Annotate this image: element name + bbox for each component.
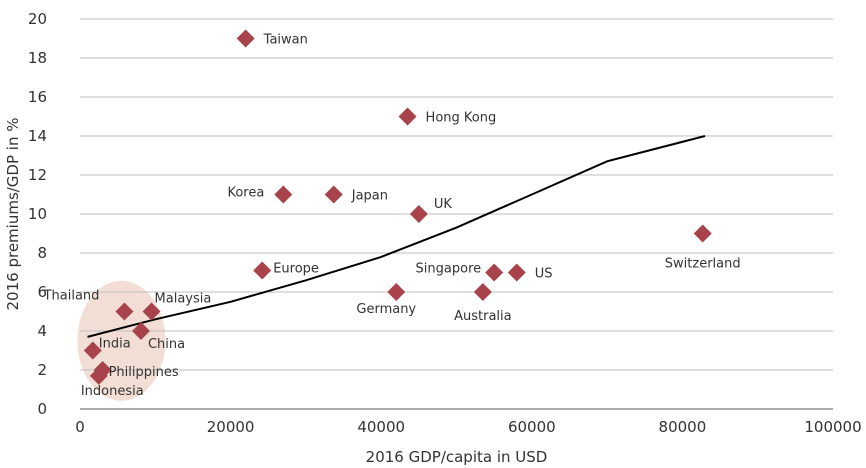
x-axis-ticks: 0 20000 40000 60000 80000 100000 — [75, 418, 861, 436]
x-axis-title: 2016 GDP/capita in USD — [366, 448, 548, 466]
y-tick-label: 18 — [28, 49, 47, 67]
data-points: Taiwan Hong Kong Korea Japan UK Switzerland Eu… — [43, 29, 741, 399]
point-label-philippines: Philippines — [109, 365, 179, 380]
point-marker-thailand — [115, 302, 134, 321]
point-label-taiwan: Taiwan — [263, 33, 308, 48]
y-tick-label: 8 — [37, 244, 47, 262]
point-label-us: US — [535, 267, 553, 282]
y-tick-label: 2 — [37, 361, 47, 379]
point-marker-taiwan — [236, 29, 255, 48]
y-tick-label: 14 — [28, 127, 47, 145]
y-tick-label: 0 — [37, 400, 47, 418]
x-tick-label: 60000 — [508, 418, 556, 436]
point-label-hong-kong: Hong Kong — [426, 111, 497, 126]
gridlines — [80, 18, 833, 410]
point-marker-us — [507, 263, 526, 282]
point-marker-japan — [324, 185, 343, 204]
point-marker-indonesia — [89, 366, 108, 385]
point-marker-korea — [274, 185, 293, 204]
y-tick-label: 12 — [28, 166, 47, 184]
point-marker-europe — [253, 261, 272, 280]
y-tick-label: 4 — [37, 322, 47, 340]
point-marker-china — [131, 322, 150, 340]
point-marker-germany — [387, 283, 406, 301]
point-label-singapore: Singapore — [416, 262, 482, 277]
point-marker-uk — [409, 205, 428, 223]
point-label-australia: Australia — [454, 309, 512, 324]
point-label-malaysia: Malaysia — [155, 292, 212, 307]
point-marker-hong-kong — [398, 107, 417, 126]
x-tick-label: 20000 — [207, 418, 255, 436]
point-label-korea: Korea — [227, 186, 264, 201]
y-axis-ticks: 0 2 4 6 8 10 12 14 16 18 20 — [28, 10, 47, 418]
point-label-uk: UK — [434, 197, 453, 212]
y-tick-label: 20 — [28, 10, 47, 28]
point-marker-singapore — [485, 263, 504, 282]
y-tick-label: 16 — [28, 88, 47, 106]
x-tick-label: 80000 — [659, 418, 707, 436]
point-label-indonesia: Indonesia — [81, 384, 144, 399]
point-marker-switzerland — [693, 224, 712, 243]
y-tick-label: 6 — [37, 283, 47, 301]
x-tick-label: 0 — [75, 418, 85, 436]
point-marker-india — [83, 341, 102, 360]
point-label-china: China — [148, 337, 185, 352]
y-axis-title: 2016 premiums/GDP in % — [4, 118, 22, 311]
point-label-thailand: Thailand — [43, 289, 100, 304]
x-tick-label: 100000 — [804, 418, 861, 436]
point-marker-malaysia — [142, 302, 161, 321]
point-label-india: India — [99, 337, 131, 352]
point-label-germany: Germany — [356, 302, 416, 317]
point-label-switzerland: Switzerland — [665, 257, 741, 272]
y-tick-label: 10 — [28, 205, 47, 223]
point-marker-australia — [473, 283, 492, 301]
x-tick-label: 40000 — [357, 418, 405, 436]
point-label-japan: Japan — [351, 189, 388, 204]
trend-line — [87, 135, 706, 338]
point-label-europe: Europe — [273, 262, 319, 277]
